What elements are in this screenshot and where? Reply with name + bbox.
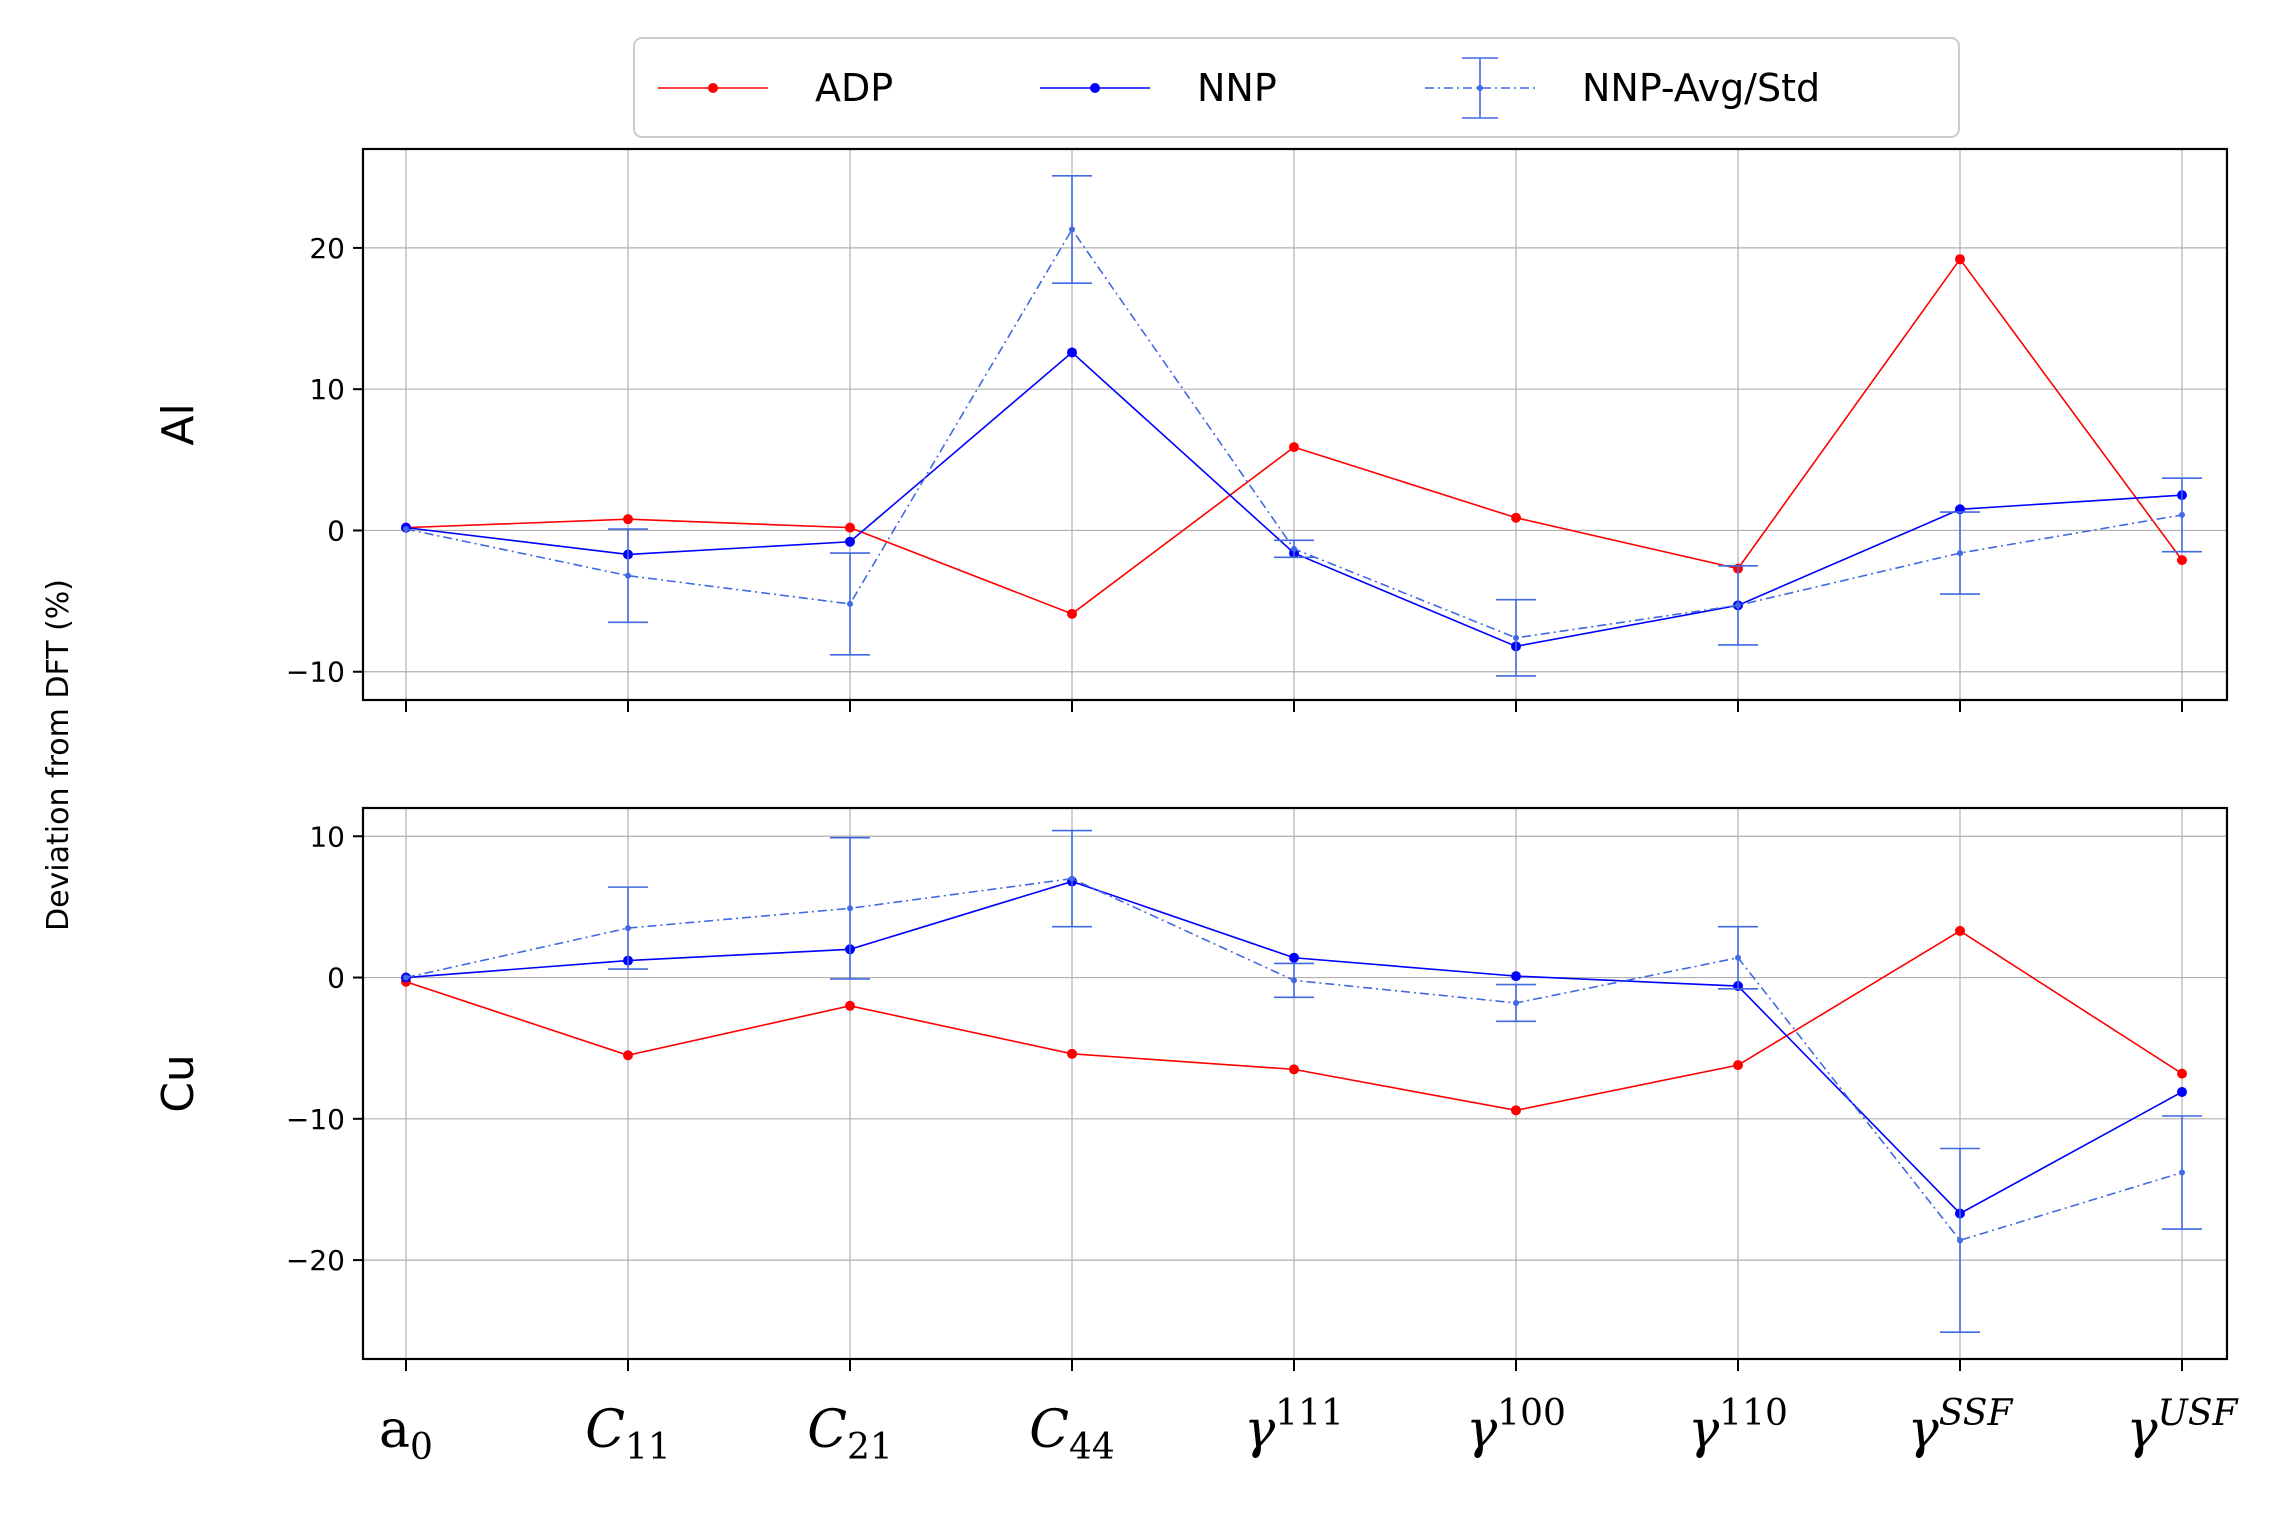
panel-al: −10 0 10 20 Al (153, 147, 2229, 712)
axes-frame (361, 147, 2229, 702)
series-nnp (401, 876, 2187, 1219)
legend-label: NNP-Avg/Std (1582, 66, 1820, 110)
x-tick-label: a0 (379, 1400, 433, 1468)
y-tick-label: 0 (327, 962, 345, 995)
legend-entry-nnp-avg-std: NNP-Avg/Std (1425, 57, 1820, 119)
data-point (847, 600, 853, 607)
series-nnp-avg-std (403, 829, 2202, 1333)
y-tick-label: −10 (286, 656, 345, 689)
data-point (1289, 952, 1299, 963)
x-tick-label: γ100 (1466, 1393, 1566, 1460)
y-tick-label: 10 (309, 820, 345, 853)
data-point (623, 514, 633, 525)
data-point (2177, 1086, 2187, 1097)
data-point (1733, 1060, 1743, 1071)
data-point (845, 536, 855, 547)
data-point (1289, 442, 1299, 453)
data-point (1513, 999, 1519, 1006)
data-point (845, 1000, 855, 1011)
legend-marker (708, 83, 718, 93)
legend-label: NNP (1197, 66, 1277, 110)
panel-label: Cu (153, 1054, 204, 1113)
data-point (1955, 254, 1965, 265)
data-point (1511, 971, 1521, 982)
data-point (1513, 634, 1519, 641)
data-point (2177, 555, 2187, 566)
legend-entry-nnp: NNP (1040, 66, 1277, 110)
legend: ADP NNP NNP-Avg/Std (633, 37, 1960, 138)
data-point (1067, 608, 1077, 619)
data-point (847, 905, 853, 912)
data-point (1511, 512, 1521, 523)
y-tick-label: 20 (309, 232, 345, 265)
data-point (1289, 1064, 1299, 1075)
data-point (1957, 550, 1963, 557)
data-point (1957, 1237, 1963, 1244)
x-tick-label: C11 (585, 1400, 671, 1468)
data-point (1955, 925, 1965, 936)
x-tick-label: γ111 (1244, 1393, 1344, 1460)
data-point (2179, 511, 2185, 518)
axes-frame (361, 806, 2229, 1361)
y-tick-label: 0 (327, 514, 345, 547)
data-point (623, 1050, 633, 1061)
x-tick-label: γUSF (2126, 1393, 2239, 1460)
data-point (2179, 1169, 2185, 1176)
data-point (1735, 954, 1741, 961)
data-point (625, 572, 631, 579)
legend-entry-adp: ADP (658, 66, 893, 110)
data-point (1069, 226, 1075, 233)
legend-label: ADP (815, 66, 893, 110)
legend-marker (1090, 83, 1100, 93)
panel-cu: −20 −10 0 10 Cu (153, 806, 2229, 1371)
series-nnp-avg-std (403, 175, 2202, 677)
y-tick-label: 10 (309, 373, 345, 406)
data-point (403, 526, 409, 533)
legend-marker (1477, 85, 1483, 91)
data-point (403, 974, 409, 981)
legend-frame (633, 37, 1960, 138)
data-point (1291, 545, 1297, 552)
data-point (1291, 977, 1297, 984)
data-point (1069, 875, 1075, 882)
panel-label: Al (153, 403, 204, 445)
data-point (1067, 347, 1077, 358)
data-point (2177, 1068, 2187, 1079)
data-point (1511, 1105, 1521, 1116)
y-axis-label: Deviation from DFT (%) (41, 579, 76, 931)
x-tick-label: γ110 (1688, 1393, 1788, 1460)
data-point (1735, 602, 1741, 609)
x-tick-label: C44 (1029, 1400, 1115, 1468)
data-point (1067, 1048, 1077, 1059)
x-tick-label: C21 (807, 1400, 893, 1468)
y-tick-label: −20 (286, 1244, 345, 1277)
y-tick-label: −10 (286, 1103, 345, 1136)
data-point (625, 925, 631, 932)
x-tick-label: γSSF (1908, 1393, 2015, 1460)
data-point (845, 522, 855, 533)
